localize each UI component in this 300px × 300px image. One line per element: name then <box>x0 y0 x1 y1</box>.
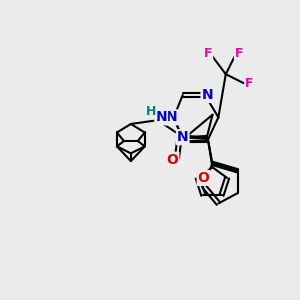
Text: O: O <box>167 153 178 167</box>
Text: F: F <box>245 76 254 90</box>
Text: N: N <box>202 88 213 102</box>
Text: N: N <box>155 110 167 124</box>
Text: N: N <box>166 110 177 124</box>
Text: O: O <box>198 171 210 185</box>
Text: F: F <box>235 47 243 60</box>
Text: H: H <box>146 105 156 118</box>
Text: F: F <box>204 47 212 60</box>
Text: N: N <box>177 130 188 144</box>
